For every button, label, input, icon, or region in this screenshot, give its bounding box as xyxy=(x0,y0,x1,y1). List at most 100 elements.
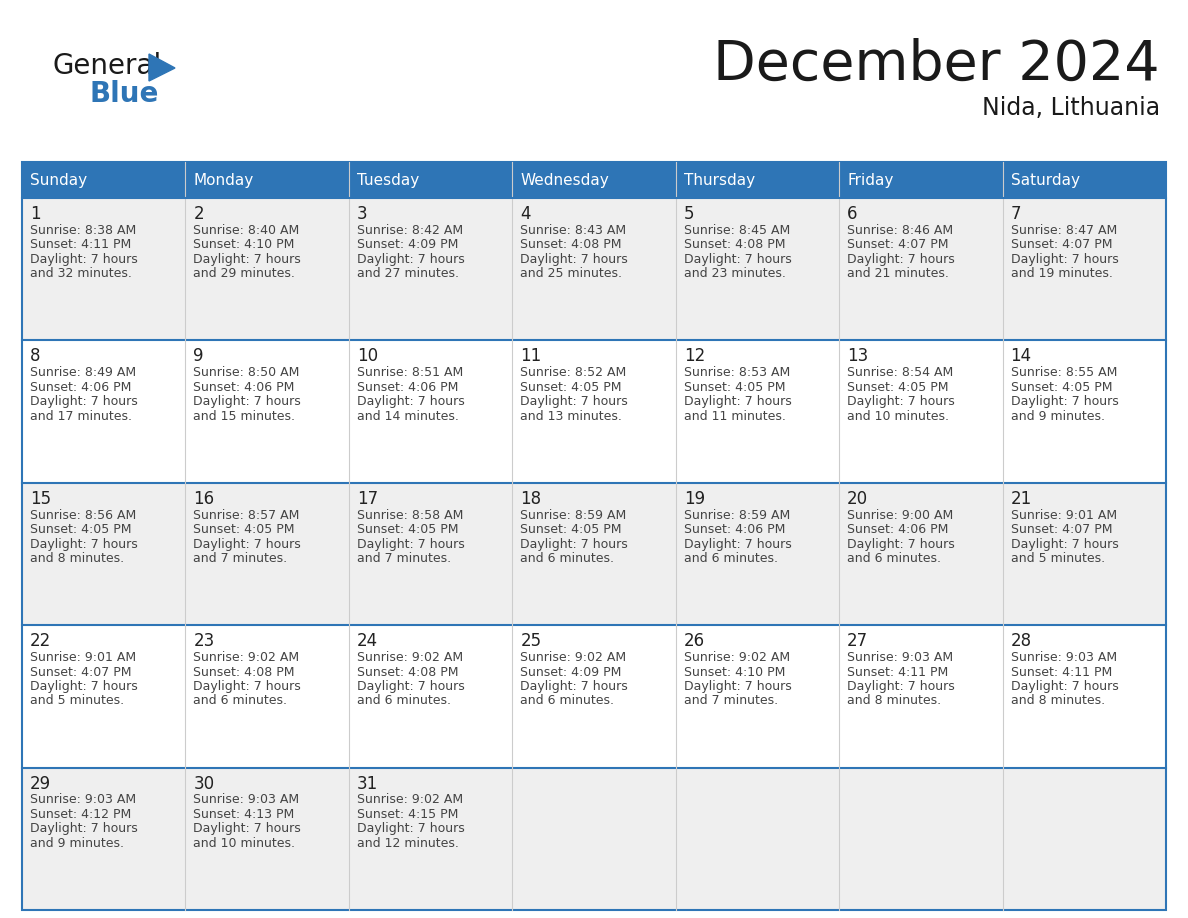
Bar xyxy=(1003,162,1165,198)
Text: Sunrise: 9:00 AM: Sunrise: 9:00 AM xyxy=(847,509,954,521)
Text: 8: 8 xyxy=(30,347,40,365)
Text: 25: 25 xyxy=(520,633,542,650)
Text: and 12 minutes.: and 12 minutes. xyxy=(356,837,459,850)
Text: and 10 minutes.: and 10 minutes. xyxy=(194,837,296,850)
Text: Sunset: 4:09 PM: Sunset: 4:09 PM xyxy=(520,666,621,678)
Text: Sunrise: 8:47 AM: Sunrise: 8:47 AM xyxy=(1011,224,1117,237)
Text: Daylight: 7 hours: Daylight: 7 hours xyxy=(684,538,791,551)
Bar xyxy=(23,341,1165,483)
Text: Daylight: 7 hours: Daylight: 7 hours xyxy=(847,396,955,409)
Text: Sunset: 4:07 PM: Sunset: 4:07 PM xyxy=(30,666,132,678)
Text: Sunset: 4:06 PM: Sunset: 4:06 PM xyxy=(356,381,459,394)
Text: Sunset: 4:10 PM: Sunset: 4:10 PM xyxy=(684,666,785,678)
Text: and 9 minutes.: and 9 minutes. xyxy=(1011,409,1105,422)
Text: Daylight: 7 hours: Daylight: 7 hours xyxy=(847,538,955,551)
Text: Sunrise: 8:57 AM: Sunrise: 8:57 AM xyxy=(194,509,299,521)
Text: and 6 minutes.: and 6 minutes. xyxy=(520,695,614,708)
Text: and 6 minutes.: and 6 minutes. xyxy=(356,695,451,708)
Text: Sunset: 4:08 PM: Sunset: 4:08 PM xyxy=(356,666,459,678)
Text: Daylight: 7 hours: Daylight: 7 hours xyxy=(520,252,628,266)
Text: Daylight: 7 hours: Daylight: 7 hours xyxy=(356,680,465,693)
Text: Sunset: 4:15 PM: Sunset: 4:15 PM xyxy=(356,808,459,821)
Text: and 8 minutes.: and 8 minutes. xyxy=(847,695,941,708)
Text: 4: 4 xyxy=(520,205,531,223)
Bar xyxy=(185,162,349,198)
Text: and 17 minutes.: and 17 minutes. xyxy=(30,409,132,422)
Text: Sunrise: 8:59 AM: Sunrise: 8:59 AM xyxy=(684,509,790,521)
Text: Sunset: 4:11 PM: Sunset: 4:11 PM xyxy=(847,666,948,678)
Text: 27: 27 xyxy=(847,633,868,650)
Text: Sunrise: 9:02 AM: Sunrise: 9:02 AM xyxy=(520,651,626,664)
Text: and 6 minutes.: and 6 minutes. xyxy=(847,552,941,565)
Text: Sunrise: 9:02 AM: Sunrise: 9:02 AM xyxy=(356,793,463,806)
Text: Daylight: 7 hours: Daylight: 7 hours xyxy=(194,396,302,409)
Text: Sunrise: 9:02 AM: Sunrise: 9:02 AM xyxy=(684,651,790,664)
Text: 30: 30 xyxy=(194,775,215,792)
Text: 9: 9 xyxy=(194,347,204,365)
Text: 19: 19 xyxy=(684,490,704,508)
Text: and 8 minutes.: and 8 minutes. xyxy=(30,552,124,565)
Text: Sunset: 4:05 PM: Sunset: 4:05 PM xyxy=(1011,381,1112,394)
Text: 15: 15 xyxy=(30,490,51,508)
Text: Sunrise: 9:01 AM: Sunrise: 9:01 AM xyxy=(1011,509,1117,521)
Text: Sunrise: 8:38 AM: Sunrise: 8:38 AM xyxy=(30,224,137,237)
Bar xyxy=(512,162,676,198)
Bar xyxy=(23,625,1165,767)
Text: Sunset: 4:08 PM: Sunset: 4:08 PM xyxy=(194,666,295,678)
Text: 11: 11 xyxy=(520,347,542,365)
Text: Sunset: 4:06 PM: Sunset: 4:06 PM xyxy=(847,523,948,536)
Text: Daylight: 7 hours: Daylight: 7 hours xyxy=(1011,252,1118,266)
Text: Sunset: 4:12 PM: Sunset: 4:12 PM xyxy=(30,808,131,821)
Text: Sunrise: 8:54 AM: Sunrise: 8:54 AM xyxy=(847,366,954,379)
Text: Sunrise: 9:03 AM: Sunrise: 9:03 AM xyxy=(847,651,953,664)
Text: Sunset: 4:06 PM: Sunset: 4:06 PM xyxy=(194,381,295,394)
Text: Sunrise: 8:42 AM: Sunrise: 8:42 AM xyxy=(356,224,463,237)
Text: Sunday: Sunday xyxy=(30,173,87,187)
Text: and 7 minutes.: and 7 minutes. xyxy=(684,695,778,708)
Text: Daylight: 7 hours: Daylight: 7 hours xyxy=(356,396,465,409)
Text: and 11 minutes.: and 11 minutes. xyxy=(684,409,785,422)
Text: and 5 minutes.: and 5 minutes. xyxy=(1011,552,1105,565)
Text: Sunrise: 8:46 AM: Sunrise: 8:46 AM xyxy=(847,224,953,237)
Text: Daylight: 7 hours: Daylight: 7 hours xyxy=(356,252,465,266)
Text: 22: 22 xyxy=(30,633,51,650)
Text: 6: 6 xyxy=(847,205,858,223)
Text: Sunset: 4:06 PM: Sunset: 4:06 PM xyxy=(30,381,132,394)
Text: Tuesday: Tuesday xyxy=(356,173,419,187)
Text: Sunrise: 8:53 AM: Sunrise: 8:53 AM xyxy=(684,366,790,379)
Text: Monday: Monday xyxy=(194,173,254,187)
Text: Daylight: 7 hours: Daylight: 7 hours xyxy=(1011,538,1118,551)
Text: 23: 23 xyxy=(194,633,215,650)
Text: Sunrise: 8:43 AM: Sunrise: 8:43 AM xyxy=(520,224,626,237)
Text: 28: 28 xyxy=(1011,633,1031,650)
Text: 14: 14 xyxy=(1011,347,1031,365)
Bar xyxy=(23,162,185,198)
Text: Saturday: Saturday xyxy=(1011,173,1080,187)
Text: and 6 minutes.: and 6 minutes. xyxy=(194,695,287,708)
Bar xyxy=(23,198,1165,341)
Text: 12: 12 xyxy=(684,347,704,365)
Text: December 2024: December 2024 xyxy=(713,38,1159,92)
Text: Sunrise: 8:50 AM: Sunrise: 8:50 AM xyxy=(194,366,299,379)
Text: Sunset: 4:05 PM: Sunset: 4:05 PM xyxy=(194,523,295,536)
Text: and 13 minutes.: and 13 minutes. xyxy=(520,409,623,422)
Text: and 14 minutes.: and 14 minutes. xyxy=(356,409,459,422)
Text: and 21 minutes.: and 21 minutes. xyxy=(847,267,949,280)
Bar xyxy=(23,767,1165,910)
Text: Nida, Lithuania: Nida, Lithuania xyxy=(981,96,1159,120)
Text: 16: 16 xyxy=(194,490,215,508)
Text: 17: 17 xyxy=(356,490,378,508)
Text: 3: 3 xyxy=(356,205,367,223)
Text: and 7 minutes.: and 7 minutes. xyxy=(194,552,287,565)
Text: Sunrise: 8:58 AM: Sunrise: 8:58 AM xyxy=(356,509,463,521)
Text: Sunset: 4:13 PM: Sunset: 4:13 PM xyxy=(194,808,295,821)
Text: 7: 7 xyxy=(1011,205,1020,223)
Text: and 29 minutes.: and 29 minutes. xyxy=(194,267,296,280)
Text: and 8 minutes.: and 8 minutes. xyxy=(1011,695,1105,708)
Text: Daylight: 7 hours: Daylight: 7 hours xyxy=(1011,680,1118,693)
Text: Sunrise: 8:45 AM: Sunrise: 8:45 AM xyxy=(684,224,790,237)
Text: Daylight: 7 hours: Daylight: 7 hours xyxy=(30,680,138,693)
Text: Daylight: 7 hours: Daylight: 7 hours xyxy=(30,823,138,835)
Text: and 5 minutes.: and 5 minutes. xyxy=(30,695,124,708)
Text: Sunrise: 9:03 AM: Sunrise: 9:03 AM xyxy=(30,793,137,806)
